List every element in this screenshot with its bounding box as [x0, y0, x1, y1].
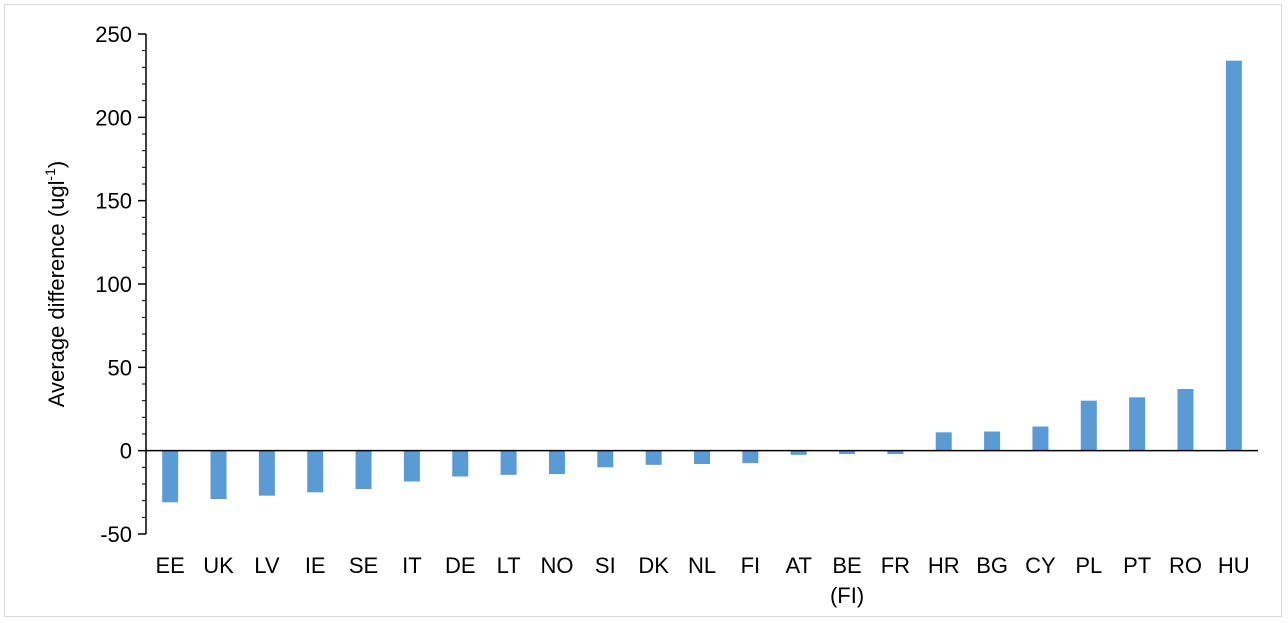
x-tick-label: IE	[305, 553, 326, 578]
x-tick-label: PL	[1075, 553, 1102, 578]
x-tick-label: AT	[785, 553, 811, 578]
bar	[645, 450, 662, 465]
x-tick-label: LV	[254, 553, 280, 578]
y-tick-label: 250	[95, 22, 132, 47]
y-tick-label: -50	[100, 522, 132, 547]
bar	[839, 450, 856, 454]
y-tick-label: 0	[120, 439, 132, 464]
y-tick-label: 200	[95, 105, 132, 130]
bar	[1177, 389, 1194, 451]
bar	[742, 450, 759, 464]
bar	[307, 450, 324, 493]
bar	[258, 450, 275, 496]
x-tick-label: IT	[402, 553, 422, 578]
y-axis-title: Average difference (ugl-1)	[42, 161, 69, 407]
x-tick-label: SI	[595, 553, 616, 578]
bar	[1080, 400, 1097, 451]
bar	[790, 450, 807, 455]
x-tick-label: SE	[349, 553, 378, 578]
x-tick-label: FR	[881, 553, 910, 578]
x-tick-label: NO	[540, 553, 573, 578]
x-tick-label: BE	[832, 553, 861, 578]
y-tick-label: 100	[95, 272, 132, 297]
y-tick-label: 150	[95, 189, 132, 214]
x-tick-label: UK	[203, 553, 234, 578]
bar	[355, 450, 372, 489]
bar	[597, 450, 614, 468]
bar	[1225, 60, 1242, 451]
y-tick-label: 50	[108, 355, 132, 380]
bar	[162, 450, 179, 503]
x-tick-label: CY	[1025, 553, 1056, 578]
x-tick-label: FI	[741, 553, 761, 578]
bar	[500, 450, 517, 475]
x-tick-label: DE	[445, 553, 476, 578]
x-tick-label: (FI)	[830, 583, 864, 608]
bar	[1032, 426, 1049, 451]
bar	[403, 450, 420, 482]
bar	[984, 431, 1001, 451]
bar	[210, 450, 227, 499]
x-tick-label: HR	[928, 553, 960, 578]
x-tick-label: RO	[1169, 553, 1202, 578]
bar	[935, 432, 952, 451]
x-tick-label: EE	[155, 553, 184, 578]
chart-frame	[4, 4, 1282, 617]
x-tick-label: LT	[497, 553, 521, 578]
bar	[1129, 397, 1146, 451]
bar	[887, 450, 904, 454]
bar	[452, 450, 469, 477]
x-tick-label: HU	[1218, 553, 1250, 578]
x-tick-label: BG	[976, 553, 1008, 578]
bar	[694, 450, 710, 464]
x-tick-label: PT	[1123, 553, 1151, 578]
x-tick-label: DK	[638, 553, 669, 578]
bar	[548, 450, 565, 474]
x-tick-label: NL	[688, 553, 716, 578]
